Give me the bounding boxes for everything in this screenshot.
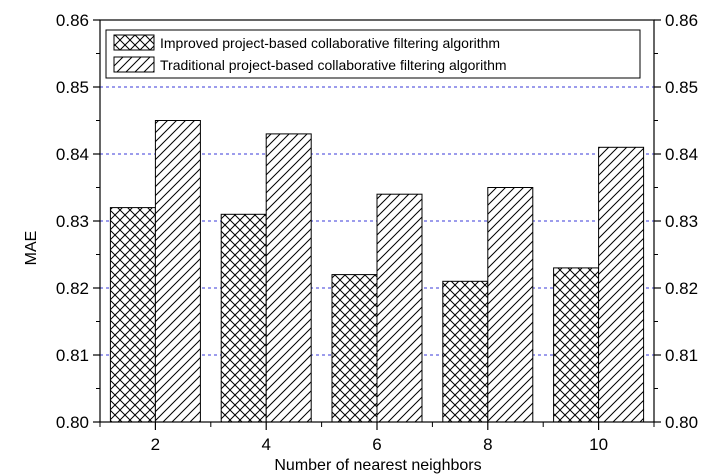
y-tick-label-left: 0.82 [56, 279, 89, 298]
y-tick-label-right: 0.82 [665, 279, 698, 298]
y-tick-label-right: 0.81 [665, 346, 698, 365]
y-tick-label-left: 0.81 [56, 346, 89, 365]
bar-traditional-2 [154, 120, 201, 423]
legend-label-traditional: Traditional project-based collaborative … [160, 57, 507, 73]
bar-improved-8 [442, 280, 489, 423]
legend-swatch-improved [113, 34, 155, 51]
x-tick-label: 8 [483, 435, 492, 454]
y-tick-label-left: 0.85 [56, 78, 89, 97]
bar-improved-2 [109, 207, 156, 423]
x-tick-label: 10 [589, 435, 608, 454]
axes: 0.80 0.80 0.81 0.81 0.82 0.82 0.83 0.83 0.84 0.84… [56, 11, 698, 454]
x-tick-label: 2 [151, 435, 160, 454]
legend-swatch-traditional [113, 56, 155, 73]
y-tick-label-right: 0.83 [665, 212, 698, 231]
x-tick-label: 6 [372, 435, 381, 454]
bar-traditional-4 [265, 133, 312, 423]
y-tick-label-right: 0.84 [665, 145, 698, 164]
y-tick-label-left: 0.84 [56, 145, 89, 164]
bar-traditional-6 [376, 193, 423, 423]
y-tick-label-left: 0.80 [56, 413, 89, 432]
y-tick-label-left: 0.83 [56, 212, 89, 231]
y-tick-label-right: 0.85 [665, 78, 698, 97]
bars [109, 120, 645, 423]
legend-box [105, 29, 641, 79]
bar-improved-6 [331, 274, 378, 423]
bar-improved-10 [553, 267, 600, 423]
bar-traditional-8 [487, 187, 534, 423]
y-tick-label-right: 0.80 [665, 413, 698, 432]
x-tick-label: 4 [261, 435, 270, 454]
y-tick-label-right: 0.86 [665, 11, 698, 30]
x-axis-title: Number of nearest neighbors [274, 457, 481, 474]
legend: Improved project-based collaborative fil… [105, 29, 641, 79]
bar-improved-4 [220, 213, 267, 423]
legend-label-improved: Improved project-based collaborative fil… [160, 35, 500, 51]
y-axis-title: MAE [23, 231, 40, 266]
bar-traditional-10 [598, 146, 645, 423]
y-tick-label-left: 0.86 [56, 11, 89, 30]
